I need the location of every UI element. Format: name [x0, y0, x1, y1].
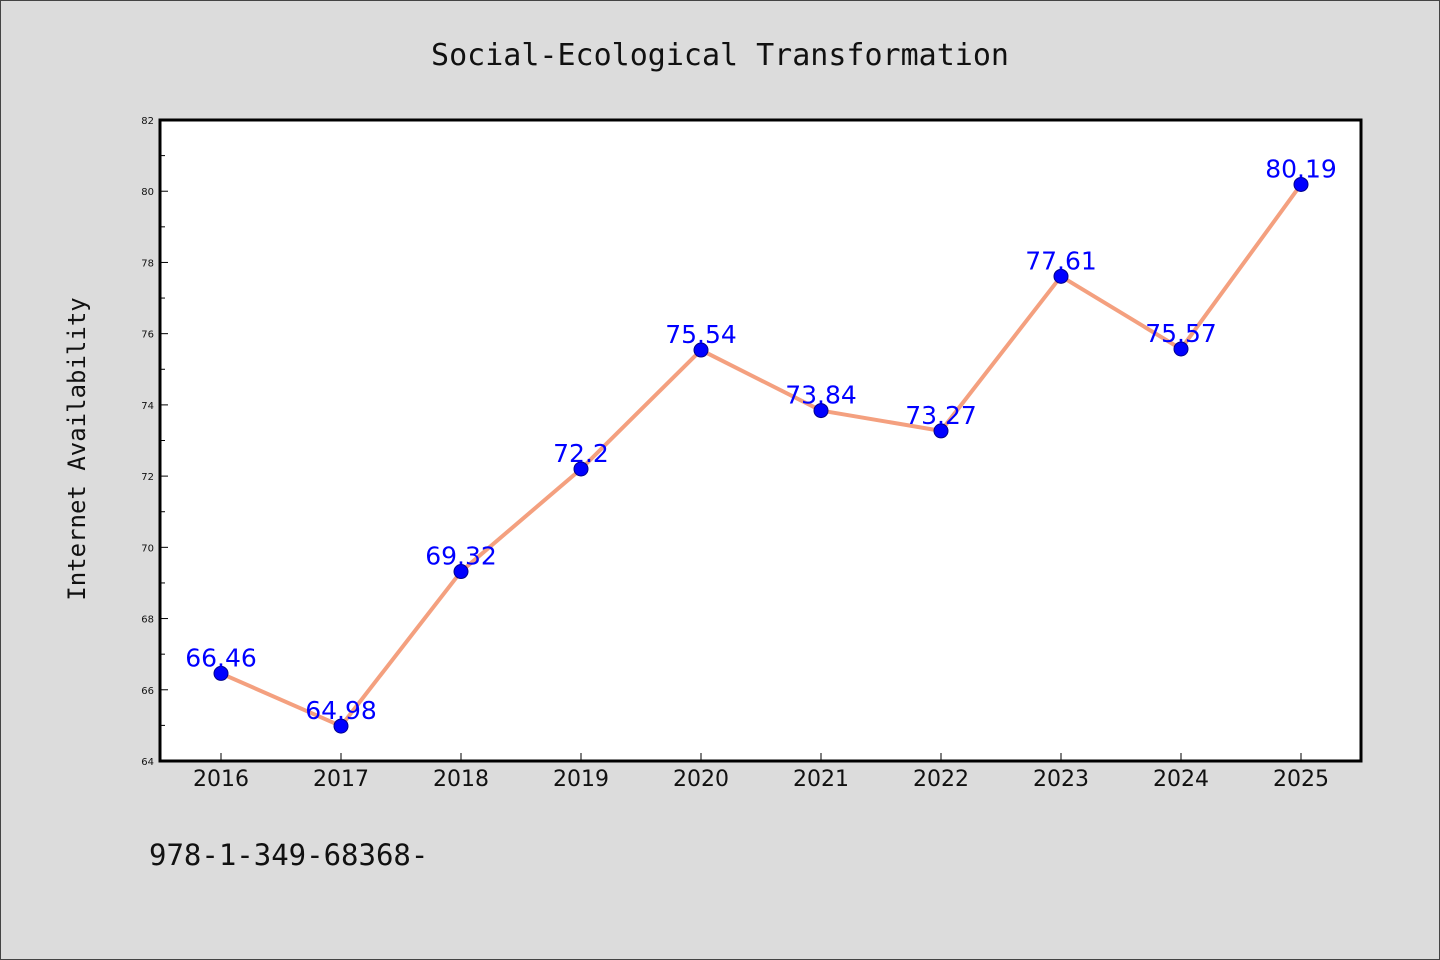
- data-point-label: 66.46: [185, 643, 257, 672]
- series-line: [219, 182, 1303, 729]
- data-point-marker: [1293, 176, 1309, 192]
- x-tick-label: 2017: [313, 767, 369, 792]
- x-tick-label: 2021: [793, 767, 849, 792]
- y-tick-label: 64: [141, 757, 154, 768]
- data-point-label: 72.2: [553, 439, 609, 468]
- data-point-label: 64.98: [305, 696, 377, 725]
- y-tick-label: 70: [141, 543, 154, 554]
- x-tick-label: 2020: [673, 767, 729, 792]
- x-tick-label: 2019: [553, 767, 609, 792]
- data-point-marker: [1173, 341, 1189, 357]
- data-point-label: 75.57: [1145, 319, 1217, 348]
- chart-title: Social-Ecological Transformation: [431, 38, 1009, 73]
- data-point-marker: [933, 423, 949, 439]
- y-tick-label: 74: [141, 401, 154, 412]
- data-point-marker: [573, 461, 589, 477]
- footnote-text: 978-1-349-68368-: [149, 838, 428, 872]
- y-tick-label: 82: [141, 116, 154, 127]
- x-tick-label: 2024: [1153, 767, 1209, 792]
- data-point-label: 75.54: [665, 320, 737, 349]
- x-tick-label: 2023: [1033, 767, 1089, 792]
- data-point-marker: [1053, 268, 1069, 284]
- y-tick-label: 66: [141, 686, 154, 697]
- series-markers: [213, 176, 1309, 734]
- data-point-label: 73.27: [905, 401, 977, 430]
- x-tick-label: 2025: [1273, 767, 1329, 792]
- data-point-label: 80.19: [1265, 154, 1337, 183]
- data-point-marker: [213, 665, 229, 681]
- data-point-marker: [333, 718, 349, 734]
- y-axis-label: Internet Availability: [63, 297, 91, 600]
- y-tick-label: 72: [141, 472, 154, 483]
- data-point-marker: [693, 342, 709, 358]
- y-tick-label: 80: [141, 187, 154, 198]
- data-point-label: 69.32: [425, 542, 497, 571]
- data-point-marker: [453, 564, 469, 580]
- data-labels: 66.46 64.98 69.32 72.2 75.54 73.84 73.27 77.61 7…: [185, 154, 1337, 725]
- plot-area: [158, 118, 1363, 763]
- data-point-label: 73.84: [785, 381, 857, 410]
- data-point-marker: [813, 403, 829, 419]
- data-point-label: 77.61: [1025, 246, 1097, 275]
- x-axis: 2016 2017 2018 2019 2020 2021 2022 2023 2024 2025: [193, 753, 1329, 792]
- x-tick-label: 2022: [913, 767, 969, 792]
- y-tick-label: 68: [141, 615, 154, 626]
- y-axis: 64 66 68 70 72 74 76 78 80 82: [141, 116, 168, 768]
- x-tick-label: 2018: [433, 767, 489, 792]
- y-tick-label: 76: [141, 330, 154, 341]
- y-tick-label: 78: [141, 258, 154, 269]
- x-tick-label: 2016: [193, 767, 249, 792]
